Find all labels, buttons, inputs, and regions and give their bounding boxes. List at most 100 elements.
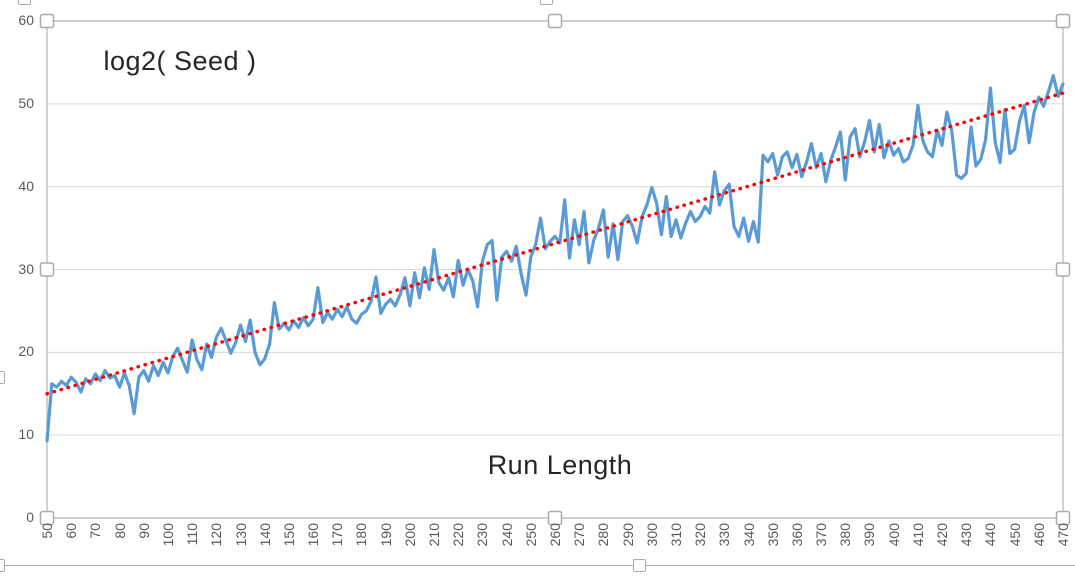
x-tick-label[interactable]: 220 <box>450 523 467 547</box>
chart-object-handle-bottom-left[interactable] <box>0 559 5 572</box>
x-tick-label[interactable]: 230 <box>474 523 491 547</box>
y-tick-label[interactable]: 0 <box>26 509 34 525</box>
x-tick-label-wrap[interactable]: 370 <box>812 523 830 546</box>
x-tick-label[interactable]: 50 <box>39 523 55 539</box>
x-tick-label-wrap[interactable]: 470 <box>1054 523 1072 546</box>
x-tick-label-wrap[interactable]: 330 <box>715 523 733 546</box>
x-tick-label[interactable]: 370 <box>813 523 830 547</box>
chart-object-handle-left-middle[interactable] <box>0 371 5 384</box>
x-tick-label[interactable]: 290 <box>619 523 636 547</box>
x-tick-label[interactable]: 300 <box>643 523 660 547</box>
x-tick-label[interactable]: 390 <box>861 523 878 547</box>
x-tick-label-wrap[interactable]: 460 <box>1030 523 1048 546</box>
selection-handle[interactable] <box>39 510 55 526</box>
x-tick-label[interactable]: 470 <box>1055 523 1071 547</box>
x-tick-label[interactable]: 140 <box>256 523 273 547</box>
x-tick-label-wrap[interactable]: 340 <box>740 523 758 546</box>
x-tick-label-wrap[interactable]: 430 <box>957 523 975 546</box>
x-tick-label[interactable]: 170 <box>329 523 346 547</box>
x-tick-label[interactable]: 350 <box>764 523 781 547</box>
x-tick-label[interactable]: 200 <box>401 523 418 547</box>
y-tick-label[interactable]: 60 <box>18 12 34 28</box>
x-tick-label-wrap[interactable]: 110 <box>183 523 201 545</box>
trendline[interactable] <box>45 91 1065 396</box>
x-tick-label-wrap[interactable]: 180 <box>352 523 370 546</box>
x-tick-label-wrap[interactable]: 420 <box>933 523 951 546</box>
x-tick-label-wrap[interactable]: 450 <box>1006 523 1024 546</box>
x-tick-label-wrap[interactable]: 440 <box>981 523 999 546</box>
x-tick-label-wrap[interactable]: 70 <box>86 523 104 539</box>
x-tick-label[interactable]: 360 <box>788 523 805 547</box>
series-line-log2-seed[interactable] <box>45 74 1065 443</box>
y-tick-label[interactable]: 40 <box>18 177 34 194</box>
x-tick-label-wrap[interactable]: 90 <box>135 523 153 539</box>
x-tick-label-wrap[interactable]: 50 <box>38 523 56 539</box>
x-tick-label-wrap[interactable]: 150 <box>280 523 298 546</box>
selection-handle[interactable] <box>39 13 55 29</box>
x-tick-label-wrap[interactable]: 270 <box>570 523 588 546</box>
selection-handle[interactable] <box>39 262 55 277</box>
x-tick-label-wrap[interactable]: 170 <box>328 523 346 546</box>
x-tick-label[interactable]: 450 <box>1006 523 1023 547</box>
x-tick-label-wrap[interactable]: 130 <box>232 523 250 546</box>
x-tick-label[interactable]: 420 <box>934 523 951 547</box>
x-tick-label-wrap[interactable]: 290 <box>619 523 637 546</box>
x-tick-label[interactable]: 60 <box>63 523 80 539</box>
chart-object-handle-top-left[interactable] <box>18 0 31 5</box>
x-tick-label[interactable]: 260 <box>547 523 563 547</box>
x-tick-label[interactable]: 190 <box>377 523 394 547</box>
y-tick-label[interactable]: 10 <box>18 426 34 443</box>
x-tick-label-wrap[interactable]: 390 <box>860 523 878 546</box>
chart-object-handle-bottom-center[interactable] <box>633 559 646 572</box>
x-tick-label-wrap[interactable]: 410 <box>909 523 927 546</box>
y-tick-label[interactable]: 20 <box>18 343 34 360</box>
x-tick-label-wrap[interactable]: 160 <box>304 523 322 546</box>
x-tick-label[interactable]: 410 <box>909 523 926 547</box>
x-tick-label[interactable]: 100 <box>159 523 176 547</box>
x-tick-label-wrap[interactable]: 230 <box>473 523 491 546</box>
x-tick-label-wrap[interactable]: 250 <box>522 523 540 546</box>
x-tick-label[interactable]: 310 <box>667 523 684 547</box>
x-tick-label-wrap[interactable]: 360 <box>788 523 806 546</box>
selection-handle[interactable] <box>1055 262 1071 277</box>
x-tick-label[interactable]: 240 <box>498 523 515 547</box>
x-tick-label[interactable]: 340 <box>740 523 757 547</box>
x-tick-label[interactable]: 110 <box>184 523 201 546</box>
x-tick-label-wrap[interactable]: 220 <box>449 523 467 546</box>
x-tick-label[interactable]: 320 <box>692 523 709 547</box>
x-tick-label[interactable]: 460 <box>1030 523 1047 547</box>
x-tick-label[interactable]: 380 <box>837 523 854 547</box>
selection-handle[interactable] <box>547 510 563 526</box>
selection-handle[interactable] <box>1055 510 1071 526</box>
x-tick-label-wrap[interactable]: 240 <box>498 523 516 546</box>
x-tick-label-wrap[interactable]: 400 <box>885 523 903 546</box>
x-tick-label[interactable]: 250 <box>522 523 539 547</box>
x-tick-label[interactable]: 90 <box>135 523 152 539</box>
x-tick-label[interactable]: 180 <box>353 523 370 547</box>
x-tick-label[interactable]: 270 <box>571 523 588 547</box>
x-tick-label-wrap[interactable]: 320 <box>691 523 709 546</box>
x-tick-label-wrap[interactable]: 380 <box>836 523 854 546</box>
y-tick-label[interactable]: 50 <box>18 94 34 111</box>
x-tick-label-wrap[interactable]: 310 <box>667 523 685 546</box>
x-tick-label-wrap[interactable]: 200 <box>401 523 419 546</box>
x-tick-label-wrap[interactable]: 140 <box>256 523 274 546</box>
x-tick-label[interactable]: 80 <box>111 523 128 539</box>
x-tick-label[interactable]: 210 <box>426 523 443 547</box>
x-tick-label-wrap[interactable]: 280 <box>594 523 612 546</box>
x-tick-label-wrap[interactable]: 100 <box>159 523 177 546</box>
x-tick-label[interactable]: 280 <box>595 523 612 547</box>
x-tick-label[interactable]: 430 <box>958 523 975 547</box>
selection-handle[interactable] <box>547 13 563 29</box>
x-tick-label[interactable]: 160 <box>305 523 322 547</box>
x-tick-label[interactable]: 440 <box>982 523 999 547</box>
x-tick-label-wrap[interactable]: 210 <box>425 523 443 546</box>
x-axis-title[interactable]: Run Length <box>487 450 633 480</box>
x-tick-label-wrap[interactable]: 350 <box>764 523 782 546</box>
x-tick-label[interactable]: 70 <box>87 523 104 539</box>
x-tick-label[interactable]: 120 <box>208 523 225 547</box>
x-tick-label-wrap[interactable]: 190 <box>377 523 395 546</box>
selection-handle[interactable] <box>1055 13 1071 29</box>
